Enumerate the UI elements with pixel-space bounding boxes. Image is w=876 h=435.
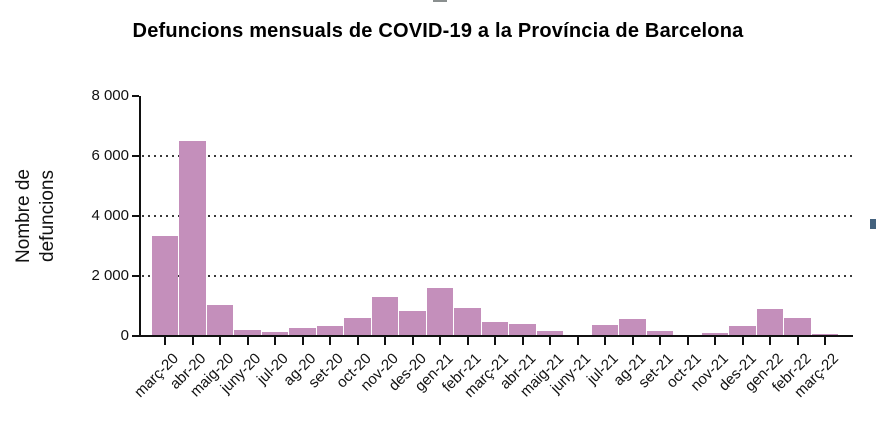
x-tick-juny-21 xyxy=(576,337,579,345)
bar-jul-21 xyxy=(591,324,619,336)
y-tick-label-4000: 4 000 xyxy=(91,207,129,224)
bar-jul-20 xyxy=(261,331,289,336)
x-tick-nov-20 xyxy=(384,337,386,345)
bar-gen-21 xyxy=(426,288,454,336)
bar-des-20 xyxy=(399,310,426,336)
y-tick-4000 xyxy=(132,215,139,217)
x-tick-nov-21 xyxy=(714,337,716,345)
bar-ag-21 xyxy=(619,319,646,336)
bar-nov-20 xyxy=(371,297,399,336)
bar-nov-21 xyxy=(701,333,729,336)
x-tick-des-20 xyxy=(411,337,414,345)
x-tick-gen-22 xyxy=(769,337,771,345)
x-tick-set-20 xyxy=(329,337,331,345)
x-tick-febr-21 xyxy=(466,337,469,345)
bar-juny-20 xyxy=(234,330,261,336)
x-tick-oct-21 xyxy=(686,337,689,345)
bar-gen-22 xyxy=(756,309,784,336)
x-tick-des-21 xyxy=(741,337,744,345)
bar-des-21 xyxy=(729,325,756,336)
y-tick-label-0: 0 xyxy=(120,327,129,344)
x-axis-line xyxy=(139,335,853,337)
y-tick-2000 xyxy=(132,275,139,277)
gridline-2000 xyxy=(142,275,853,277)
gridline-4000 xyxy=(142,215,853,217)
x-tick-gen-21 xyxy=(439,337,441,345)
x-tick-ag-21 xyxy=(631,337,634,345)
y-axis-label-line1: Nombre de xyxy=(13,169,34,263)
chart-title: Defuncions mensuals de COVID-19 a la Pro… xyxy=(132,20,744,42)
x-tick-març-20 xyxy=(164,337,166,345)
x-tick-març-22 xyxy=(824,337,826,345)
bar-set-20 xyxy=(316,326,344,336)
y-tick-label-2000: 2 000 xyxy=(91,267,129,284)
x-tick-febr-22 xyxy=(796,337,799,345)
bar-abr-21 xyxy=(509,324,536,336)
bar-oct-20 xyxy=(344,318,371,336)
x-tick-maig-21 xyxy=(549,337,551,345)
x-tick-abr-21 xyxy=(521,337,524,345)
y-tick-0 xyxy=(132,335,139,337)
bar-maig-20 xyxy=(206,304,234,336)
x-tick-març-21 xyxy=(494,337,496,345)
x-tick-set-21 xyxy=(659,337,661,345)
bar-març-20 xyxy=(151,235,179,336)
bar-ag-20 xyxy=(289,327,316,336)
cropped-ui-fragment-right xyxy=(870,219,876,229)
x-tick-jul-20 xyxy=(274,337,276,345)
bar-set-21 xyxy=(646,330,674,336)
bar-març-21 xyxy=(481,322,509,336)
y-tick-label-8000: 8 000 xyxy=(91,87,129,104)
y-axis-line xyxy=(139,96,141,337)
gridline-6000 xyxy=(142,155,853,157)
bar-febr-21 xyxy=(454,308,481,336)
y-tick-8000 xyxy=(132,95,139,97)
bar-febr-22 xyxy=(784,318,811,336)
x-tick-jul-21 xyxy=(604,337,606,345)
cropped-ui-fragment-top xyxy=(433,0,447,2)
bar-abr-20 xyxy=(179,141,206,336)
y-tick-label-6000: 6 000 xyxy=(91,147,129,164)
x-tick-ag-20 xyxy=(301,337,304,345)
bar-maig-21 xyxy=(536,330,564,336)
x-tick-oct-20 xyxy=(356,337,359,345)
x-tick-abr-20 xyxy=(191,337,194,345)
y-tick-6000 xyxy=(132,155,139,157)
x-tick-juny-20 xyxy=(246,337,249,345)
x-tick-maig-20 xyxy=(219,337,221,345)
